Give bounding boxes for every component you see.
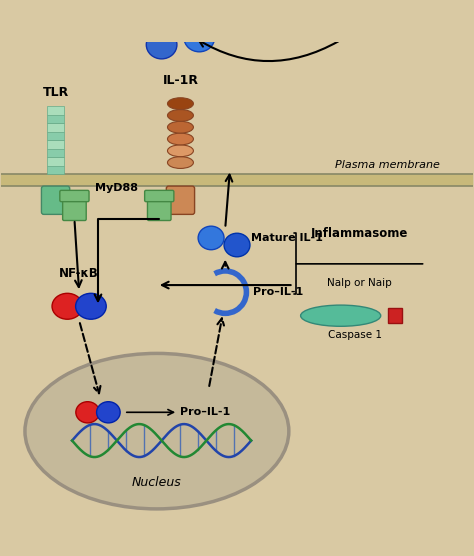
Text: Nalp or Naip: Nalp or Naip bbox=[327, 277, 392, 287]
Bar bbox=[47, 149, 64, 157]
FancyBboxPatch shape bbox=[145, 190, 174, 202]
FancyBboxPatch shape bbox=[166, 186, 195, 215]
Text: TLR: TLR bbox=[43, 86, 69, 99]
FancyBboxPatch shape bbox=[147, 199, 171, 221]
Text: Inflammasome: Inflammasome bbox=[311, 227, 408, 240]
Text: IL-1R: IL-1R bbox=[163, 74, 199, 87]
Bar bbox=[47, 157, 64, 166]
Text: Pro–IL-1: Pro–IL-1 bbox=[254, 287, 304, 297]
Bar bbox=[1, 175, 473, 186]
Text: MyD88: MyD88 bbox=[95, 183, 138, 193]
Ellipse shape bbox=[76, 294, 106, 319]
Bar bbox=[47, 166, 64, 175]
Ellipse shape bbox=[146, 31, 177, 59]
Ellipse shape bbox=[52, 294, 82, 319]
Text: Pro–IL-1: Pro–IL-1 bbox=[181, 408, 231, 418]
Bar bbox=[47, 115, 64, 123]
Ellipse shape bbox=[167, 133, 193, 145]
Ellipse shape bbox=[167, 157, 193, 168]
Text: Mature IL-1: Mature IL-1 bbox=[251, 233, 323, 243]
Ellipse shape bbox=[97, 401, 120, 423]
Text: Plasma membrane: Plasma membrane bbox=[335, 160, 440, 170]
Bar bbox=[47, 132, 64, 141]
Ellipse shape bbox=[167, 145, 193, 157]
Ellipse shape bbox=[224, 233, 250, 257]
Bar bbox=[47, 123, 64, 132]
Ellipse shape bbox=[25, 354, 289, 509]
Ellipse shape bbox=[198, 226, 224, 250]
Ellipse shape bbox=[301, 305, 381, 326]
Text: NF-κB: NF-κB bbox=[59, 267, 99, 280]
Bar bbox=[47, 107, 64, 115]
Ellipse shape bbox=[167, 121, 193, 133]
FancyArrowPatch shape bbox=[199, 41, 338, 61]
Bar bbox=[47, 141, 64, 149]
Ellipse shape bbox=[167, 110, 193, 121]
Text: Nucleus: Nucleus bbox=[132, 476, 182, 489]
Ellipse shape bbox=[184, 23, 215, 52]
Ellipse shape bbox=[167, 98, 193, 110]
FancyBboxPatch shape bbox=[63, 199, 86, 221]
FancyBboxPatch shape bbox=[60, 190, 89, 202]
Ellipse shape bbox=[76, 401, 100, 423]
FancyBboxPatch shape bbox=[41, 186, 70, 215]
Text: Caspase 1: Caspase 1 bbox=[328, 330, 382, 340]
